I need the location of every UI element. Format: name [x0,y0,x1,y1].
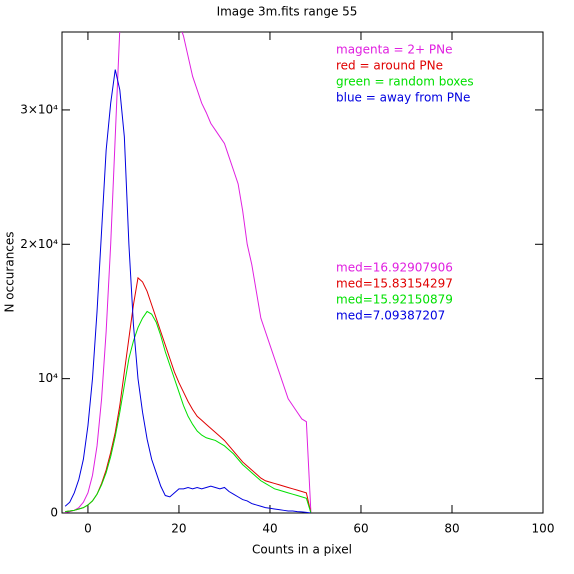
series-line [65,276,312,513]
x-tick-label: 60 [353,522,368,536]
median-label: med=16.92907906 [336,261,453,275]
legend-entry: magenta = 2+ PNe [336,43,453,57]
y-tick-label: 10⁴ [38,371,58,385]
y-axis-label: N occurances [3,231,17,312]
plot-lines [64,32,312,513]
x-tick-label: 100 [532,522,555,536]
x-tick-label: 0 [84,522,92,536]
x-tick-label: 40 [262,522,277,536]
legend-entry: red = around PNe [336,59,443,73]
x-tick-label: 80 [444,522,459,536]
median-label: med=15.83154297 [336,277,453,291]
x-axis-label: Counts in a pixel [252,543,352,557]
median-label: med=7.09387207 [336,309,445,323]
y-tick-label: 0 [50,506,58,520]
legend-entry: blue = away from PNe [336,91,470,105]
series-line [65,310,312,513]
chart-title: Image 3m.fits range 55 [217,5,358,19]
series-line [64,69,311,513]
legend-entry: green = random boxes [336,75,474,89]
x-tick-label: 20 [171,522,186,536]
y-tick-label: 2×10⁴ [20,237,58,251]
y-tick-label: 3×10⁴ [20,102,58,116]
median-label: med=15.92150879 [336,293,453,307]
plot-frame [61,31,544,514]
series-line [65,32,312,513]
